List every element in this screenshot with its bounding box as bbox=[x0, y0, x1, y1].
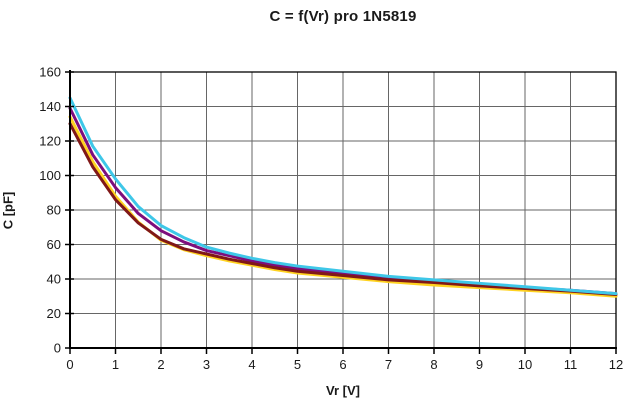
y-tick-label: 100 bbox=[39, 168, 61, 183]
x-tick-label: 10 bbox=[518, 357, 532, 372]
x-tick-label: 8 bbox=[430, 357, 437, 372]
x-tick-label: 2 bbox=[157, 357, 164, 372]
x-tick-label: 4 bbox=[248, 357, 255, 372]
y-tick-label: 160 bbox=[39, 65, 61, 80]
y-tick-label: 120 bbox=[39, 134, 61, 149]
x-tick-label: 5 bbox=[294, 357, 301, 372]
x-tick-label: 12 bbox=[609, 357, 623, 372]
y-tick-label: 60 bbox=[47, 237, 61, 252]
y-tick-label: 80 bbox=[47, 203, 61, 218]
y-tick-label: 0 bbox=[54, 341, 61, 356]
curve-series-cyan bbox=[68, 96, 618, 296]
y-tick-label: 140 bbox=[39, 99, 61, 114]
chart-title: C = f(Vr) pro 1N5819 bbox=[269, 8, 417, 25]
y-tick-label: 20 bbox=[47, 306, 61, 321]
x-tick-label: 6 bbox=[339, 357, 346, 372]
x-tick-label: 3 bbox=[203, 357, 210, 372]
x-tick-label: 7 bbox=[385, 357, 392, 372]
y-tick-label: 40 bbox=[47, 272, 61, 287]
y-axis-title: C [pF] bbox=[0, 191, 16, 230]
curve-series-dark-red bbox=[68, 122, 618, 297]
x-tick-label: 0 bbox=[66, 357, 73, 372]
x-axis-title: Vr [V] bbox=[326, 383, 360, 398]
x-tick-label: 9 bbox=[476, 357, 483, 372]
x-tick-label: 1 bbox=[112, 357, 119, 372]
x-tick-label: 11 bbox=[564, 357, 578, 372]
